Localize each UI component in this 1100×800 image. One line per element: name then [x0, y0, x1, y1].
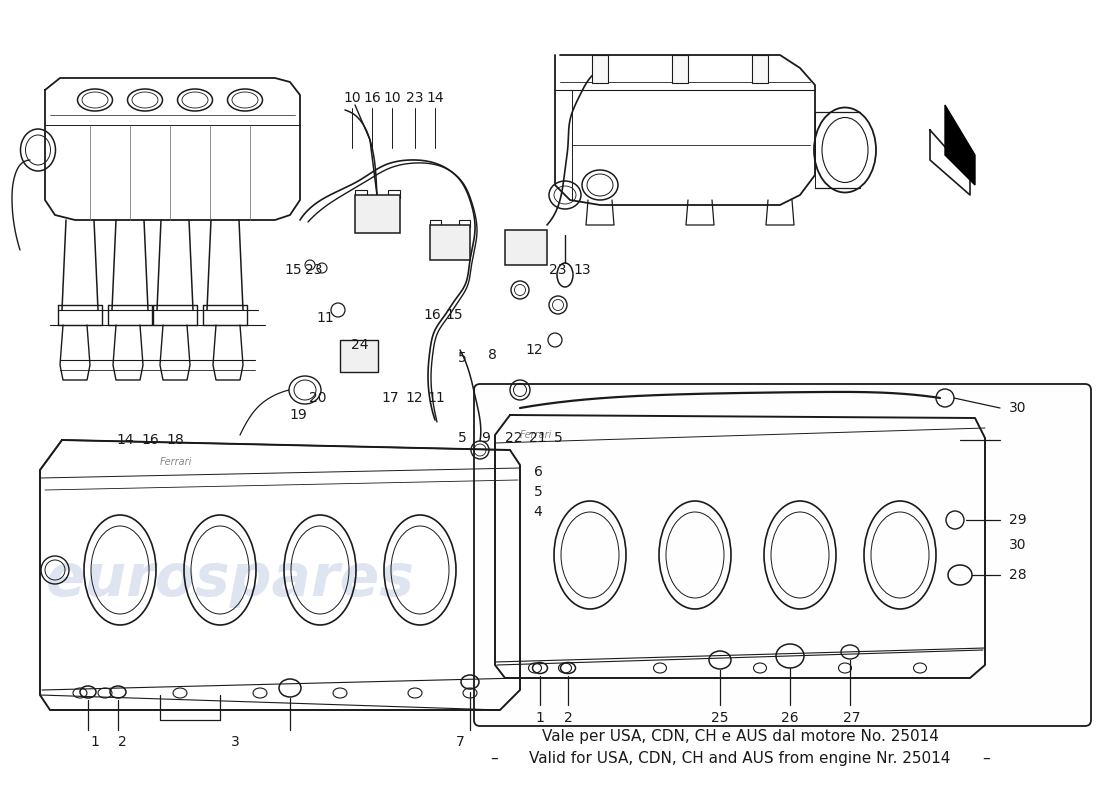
Bar	[388, 190, 400, 198]
Text: 28: 28	[1009, 568, 1026, 582]
Text: 2: 2	[563, 711, 572, 725]
Text: 10: 10	[383, 91, 400, 105]
Text: 25: 25	[712, 711, 728, 725]
Bar	[355, 195, 400, 233]
Text: 14: 14	[426, 91, 443, 105]
Bar	[430, 225, 470, 260]
Text: 1: 1	[536, 711, 544, 725]
Text: 19: 19	[289, 408, 307, 422]
Text: 5: 5	[458, 351, 466, 365]
Text: 5: 5	[458, 431, 466, 445]
Text: 5: 5	[553, 431, 562, 445]
Text: 9: 9	[482, 431, 491, 445]
Text: 3: 3	[231, 735, 240, 749]
Text: –: –	[490, 750, 497, 766]
Text: 1: 1	[90, 735, 99, 749]
Text: 17: 17	[382, 391, 399, 405]
Text: 21: 21	[529, 431, 547, 445]
Text: 16: 16	[424, 308, 441, 322]
Text: 16: 16	[141, 433, 158, 447]
Bar	[355, 190, 367, 198]
Bar	[505, 230, 547, 265]
Text: 13: 13	[573, 263, 591, 277]
Text: 18: 18	[166, 433, 184, 447]
Text: 11: 11	[427, 391, 444, 405]
Text: 30: 30	[1010, 401, 1026, 415]
Text: Ferrari: Ferrari	[520, 430, 552, 440]
Bar	[430, 220, 441, 227]
Bar	[459, 220, 470, 227]
Text: 27: 27	[844, 711, 860, 725]
FancyBboxPatch shape	[474, 384, 1091, 726]
Text: eurospares: eurospares	[45, 551, 415, 609]
Text: 7: 7	[455, 735, 464, 749]
Text: 12: 12	[525, 343, 542, 357]
Polygon shape	[945, 105, 975, 185]
Text: 4: 4	[534, 505, 542, 519]
Text: Vale per USA, CDN, CH e AUS dal motore No. 25014: Vale per USA, CDN, CH e AUS dal motore N…	[541, 729, 938, 743]
Text: 16: 16	[363, 91, 381, 105]
Text: 20: 20	[309, 391, 327, 405]
Text: 30: 30	[1010, 538, 1026, 552]
Text: 22: 22	[505, 431, 522, 445]
Text: 26: 26	[781, 711, 799, 725]
Text: 15: 15	[284, 263, 301, 277]
Bar	[752, 55, 768, 83]
Bar	[340, 340, 378, 372]
Text: eurospares: eurospares	[595, 551, 965, 609]
Text: 12: 12	[405, 391, 422, 405]
Text: Ferrari: Ferrari	[160, 457, 192, 467]
Text: 5: 5	[534, 485, 542, 499]
Text: 23: 23	[406, 91, 424, 105]
Text: 23: 23	[306, 263, 322, 277]
Text: Valid for USA, CDN, CH and AUS from engine Nr. 25014: Valid for USA, CDN, CH and AUS from engi…	[529, 750, 950, 766]
Text: 8: 8	[487, 348, 496, 362]
Text: 24: 24	[351, 338, 369, 352]
Text: 11: 11	[316, 311, 334, 325]
Bar	[592, 55, 608, 83]
Text: 29: 29	[1009, 513, 1026, 527]
Text: 23: 23	[549, 263, 566, 277]
Bar	[672, 55, 688, 83]
Text: –: –	[982, 750, 990, 766]
Text: 2: 2	[118, 735, 127, 749]
Text: 10: 10	[343, 91, 361, 105]
Text: 6: 6	[534, 465, 542, 479]
Text: 15: 15	[446, 308, 463, 322]
Text: 14: 14	[117, 433, 134, 447]
